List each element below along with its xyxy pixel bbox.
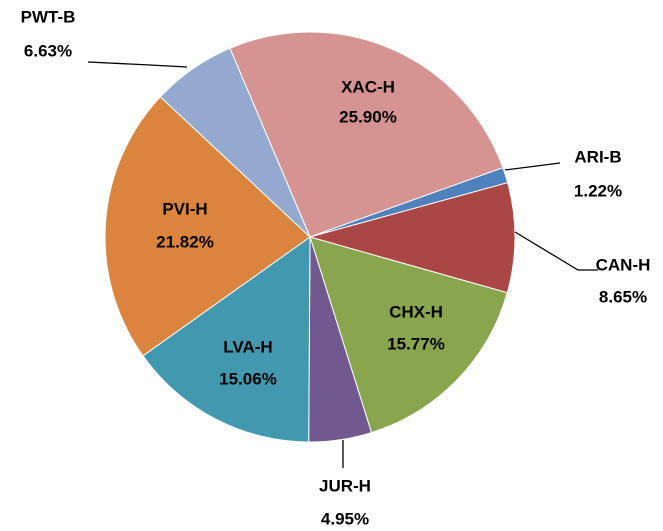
pie-slice (142, 236, 311, 443)
value-label: 21.82% (156, 232, 214, 251)
value-label: 1.22% (574, 181, 622, 200)
value-label: 6.63% (24, 41, 72, 60)
leader-line (87, 61, 188, 68)
leader-line (504, 162, 561, 171)
pie-slice (104, 96, 311, 357)
value-label: 4.95% (321, 509, 369, 528)
slice-label: JUR-H (319, 476, 371, 495)
slice-label: PWT-B (21, 7, 76, 26)
pie-slice (229, 31, 504, 238)
pie-slice (308, 182, 516, 294)
pie-slice (309, 236, 508, 434)
value-label: 25.90% (339, 107, 397, 126)
leader-line (514, 231, 598, 271)
value-label: 8.65% (599, 287, 647, 306)
pie-slice (159, 47, 311, 238)
value-label: 15.77% (387, 334, 445, 353)
slice-label: CHX-H (389, 302, 443, 321)
slice-label: ARI-B (574, 147, 621, 166)
slice-label: XAC-H (341, 77, 395, 96)
slice-label: PVI-H (162, 199, 207, 218)
slice-label: LVA-H (223, 337, 272, 356)
value-label: 15.06% (219, 369, 277, 388)
slice-label: CAN-H (596, 255, 651, 274)
